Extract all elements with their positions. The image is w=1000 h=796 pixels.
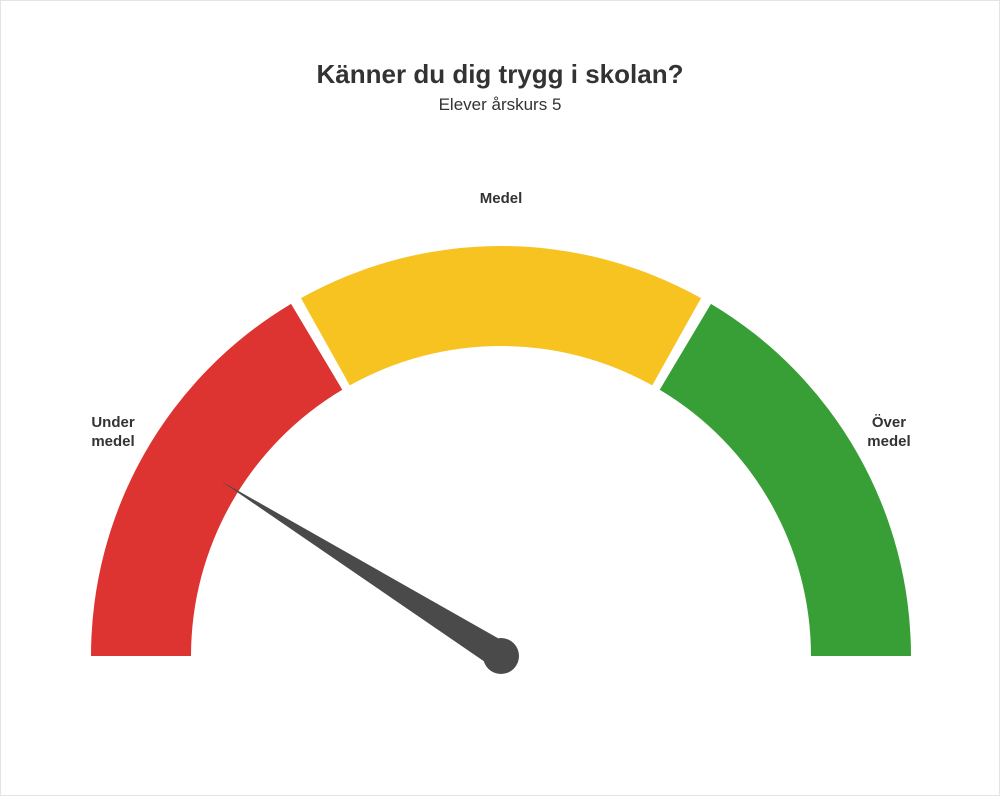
gauge-segment-label-0: Under medel	[63, 414, 163, 452]
chart-frame: Känner du dig trygg i skolan? Elever års…	[0, 0, 1000, 796]
gauge-segment-label-1: Medel	[451, 190, 551, 209]
gauge-segment-label-2: Över medel	[839, 414, 939, 452]
gauge-needle	[221, 481, 508, 668]
gauge-svg	[1, 1, 1000, 716]
gauge-chart	[1, 1, 999, 721]
gauge-segment-1	[301, 246, 701, 385]
gauge-pivot	[483, 638, 519, 674]
gauge-segment-2	[660, 304, 911, 656]
gauge-segment-0	[91, 304, 342, 656]
